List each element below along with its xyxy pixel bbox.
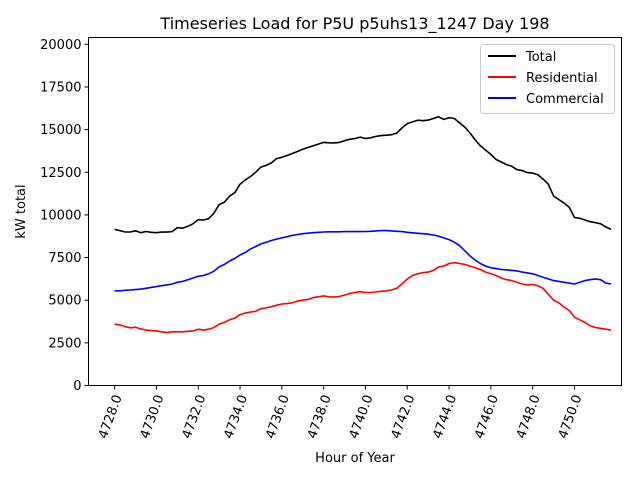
y-tick-label: 12500 [40, 166, 81, 181]
y-tick-label: 0 [73, 379, 81, 394]
plot-area [114, 116, 612, 334]
legend-label-total: Total [525, 50, 556, 65]
legend-box [480, 44, 615, 114]
chart-title: Timeseries Load for P5U p5uhs13_1247 Day… [159, 14, 549, 34]
y-tick-label: 7500 [48, 251, 81, 266]
y-axis-label: kW total [14, 184, 29, 238]
legend-label-commercial: Commercial [526, 92, 604, 107]
y-tick-label: 5000 [48, 294, 81, 309]
series-line-total [114, 116, 612, 234]
y-tick-label: 10000 [40, 208, 81, 223]
y-tick-label: 20000 [40, 38, 81, 53]
plot-frame [88, 37, 622, 386]
y-tick-label: 17500 [40, 80, 81, 95]
legend-label-residential: Residential [526, 71, 598, 86]
x-axis-label: Hour of Year [315, 451, 395, 466]
y-tick-label: 2500 [48, 336, 81, 351]
y-tick-label: 15000 [40, 123, 81, 138]
series-line-commercial [114, 229, 612, 292]
series-line-residential [114, 261, 612, 334]
legend: Total Residential Commercial [480, 44, 615, 114]
y-axis: 0 2500 5000 7500 10000 12500 15000 17500 20000 [40, 38, 89, 394]
